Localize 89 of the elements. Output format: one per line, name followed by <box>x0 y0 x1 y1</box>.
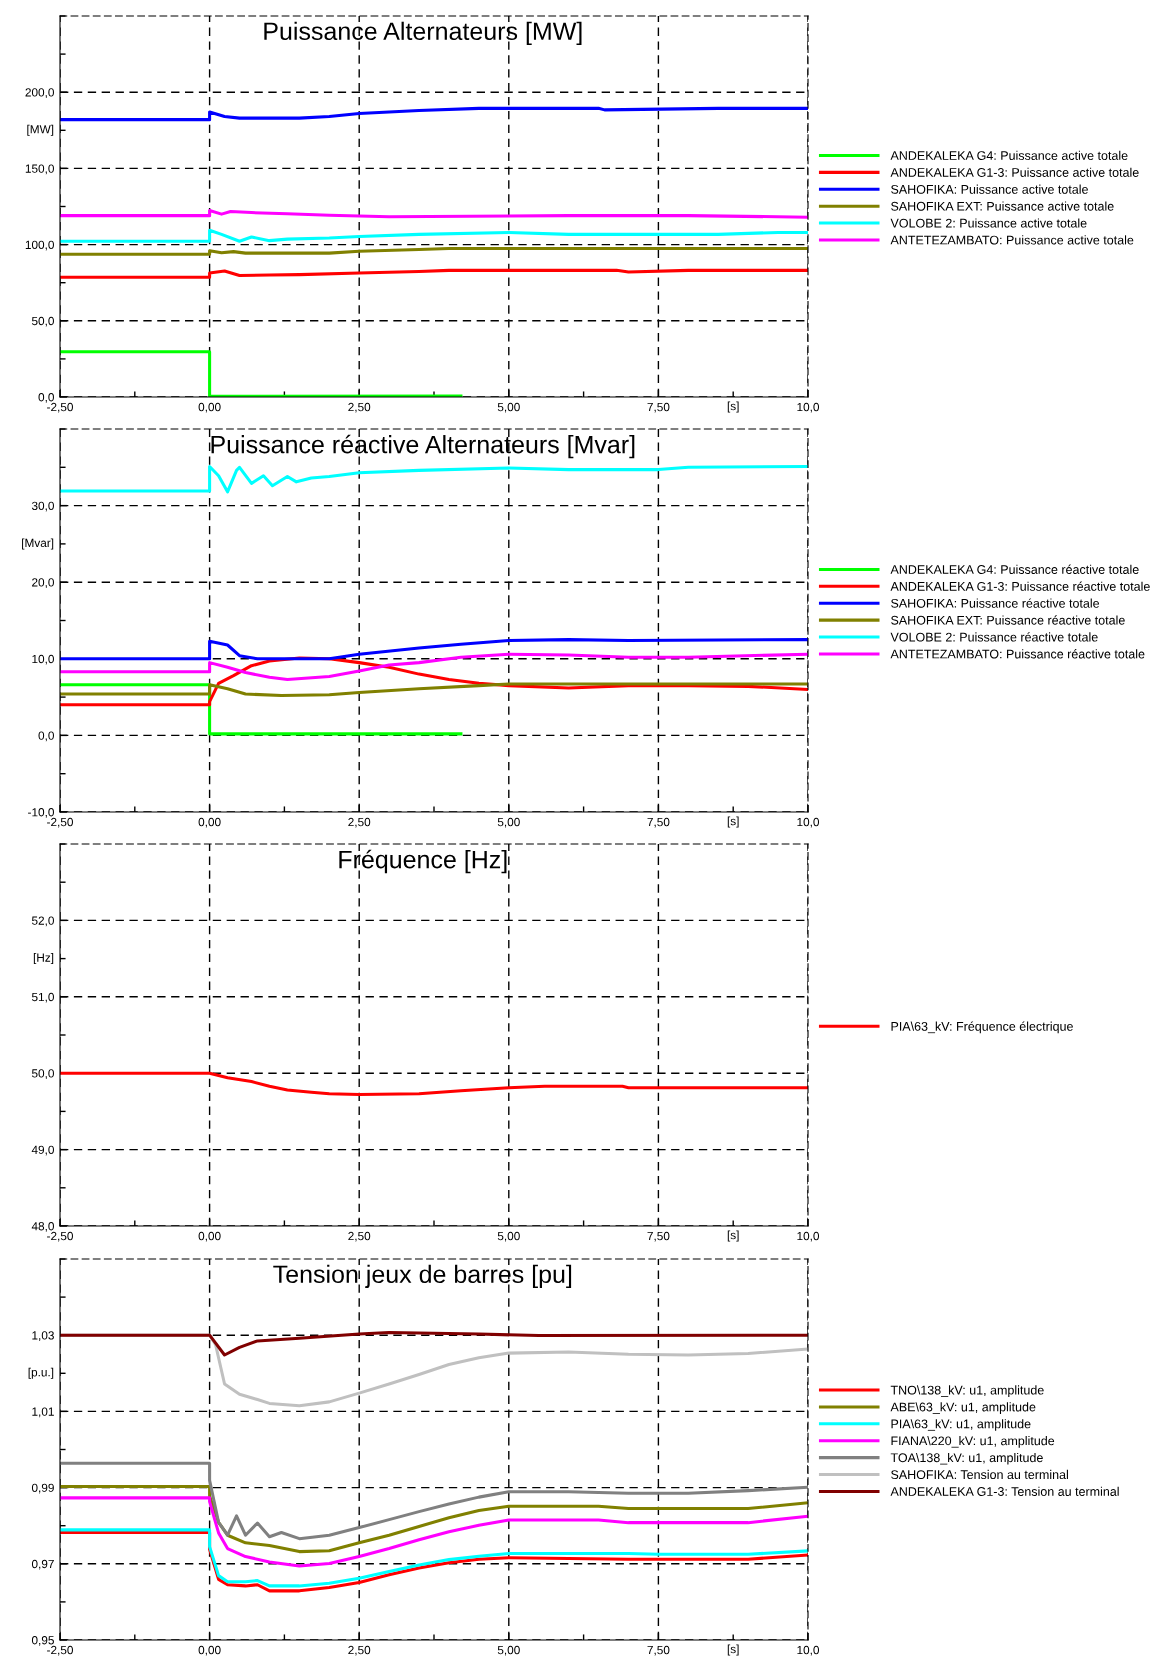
line-series <box>60 1071 808 1097</box>
x-tick-label: -2,50 <box>47 817 73 828</box>
legend-label: SAHOFIKA EXT: Puissance réactive totale <box>891 615 1125 625</box>
legend-label: SAHOFIKA EXT: Puissance active totale <box>891 201 1114 211</box>
legend-label: ANDEKALEKA G4: Puissance active totale <box>890 150 1128 160</box>
legend-label: ANDEKALEKA G4: Puissance réactive totale <box>890 564 1139 574</box>
line-series <box>60 1461 808 1541</box>
legend-label: SAHOFIKA: Puissance réactive totale <box>891 598 1100 608</box>
x-tick-label: -2,50 <box>47 1645 73 1656</box>
x-tick-label: 10,0 <box>797 402 820 413</box>
x-tick-label: 0,00 <box>198 817 221 828</box>
legend-label: TNO\138_kV: u1, amplitude <box>890 1385 1044 1397</box>
line-series <box>60 638 808 661</box>
line-series <box>60 106 808 122</box>
x-tick-label: 7,50 <box>647 1645 670 1656</box>
legend-label: PIA\63_kV: Fréquence électrique <box>891 1021 1073 1034</box>
x-tick-label: 7,50 <box>647 1231 670 1242</box>
line-series <box>60 228 808 243</box>
legend-label: ANTETEZAMBATO: Puissance active totale <box>890 235 1134 245</box>
y-axis-title: [MW] <box>27 124 54 136</box>
x-tick-label: 2,50 <box>348 817 371 828</box>
y-axis-title: [Hz] <box>33 953 54 965</box>
y-tick-label: 100,0 <box>25 240 54 251</box>
y-tick-label: 200,0 <box>25 88 54 98</box>
x-tick-label: 10,0 <box>797 1231 820 1242</box>
x-tick-label: 0,00 <box>198 1645 221 1656</box>
x-tick-label: 10,0 <box>797 817 820 828</box>
y-tick-label: 0,0 <box>38 731 54 742</box>
x-axis-title: [s] <box>727 401 739 413</box>
line-series <box>60 208 808 219</box>
x-tick-label: -2,50 <box>47 402 73 413</box>
x-tick-label: 0,00 <box>198 402 221 413</box>
y-tick-label: 1,03 <box>32 1331 54 1341</box>
x-tick-label: 0,00 <box>198 1231 221 1242</box>
legend-label: SAHOFIKA: Tension au terminal <box>891 1469 1068 1480</box>
x-tick-label: 2,50 <box>348 1231 371 1242</box>
chart-title: Tension jeux de barres [pu] <box>273 1264 572 1289</box>
chart-title: Fréquence [Hz] <box>339 849 507 874</box>
x-axis-title: [s] <box>727 1230 739 1242</box>
line-series <box>60 1331 808 1357</box>
y-tick-label: 1,01 <box>32 1407 54 1418</box>
line-series <box>60 652 808 682</box>
line-series <box>60 465 808 494</box>
legend-label: ANTETEZAMBATO: Puissance réactive totale <box>890 649 1145 659</box>
y-tick-label: 52,0 <box>31 916 54 927</box>
legend-label: PIA\63_kV: u1, amplitude <box>891 1419 1031 1431</box>
legend-label: ANDEKALEKA G1-3: Puissance active totale <box>890 167 1139 177</box>
legend-label: ANDEKALEKA G1-3: Puissance réactive totale <box>890 581 1150 591</box>
y-tick-label: 48,0 <box>31 1222 54 1232</box>
y-tick-label: 10,0 <box>32 654 54 665</box>
legend-label: TOA\138_kV: u1, amplitude <box>890 1452 1043 1465</box>
x-tick-label: 10,0 <box>797 1645 820 1656</box>
y-axis-title: [Mvar] <box>22 538 54 550</box>
y-tick-label: 49,0 <box>31 1145 54 1156</box>
y-tick-label: 50,0 <box>31 1069 54 1079</box>
y-axis-title: [p.u.] <box>28 1367 54 1379</box>
line-series <box>60 1496 808 1568</box>
legend-label: ANDEKALEKA G1-3: Tension au terminal <box>890 1486 1119 1496</box>
y-tick-label: 0,99 <box>31 1483 54 1494</box>
y-tick-label: 20,0 <box>32 578 54 588</box>
line-series <box>60 1484 808 1554</box>
y-tick-label: 50,0 <box>31 316 54 327</box>
y-tick-label: 150,0 <box>25 164 54 175</box>
legend-label: FIANA\220_kV: u1, amplitude <box>891 1436 1055 1448</box>
x-axis-title: [s] <box>727 1644 739 1656</box>
y-tick-label: 0,0 <box>38 393 54 403</box>
chart-title: Puissance réactive Alternateurs [Mvar] <box>211 434 635 459</box>
y-tick-label: 30,0 <box>31 501 54 512</box>
legend-label: SAHOFIKA: Puissance active totale <box>891 184 1088 194</box>
x-tick-label: 5,00 <box>497 402 520 413</box>
y-tick-label: 51,0 <box>31 992 54 1003</box>
chart-title: Puissance Alternateurs [MW] <box>264 21 582 46</box>
x-tick-label: 2,50 <box>348 1645 371 1656</box>
legend-label: VOLOBE 2: Puissance active totale <box>890 218 1087 228</box>
x-tick-label: -2,50 <box>47 1231 73 1242</box>
x-tick-label: 7,50 <box>647 402 670 413</box>
legend-label: ABE\63_kV: u1, amplitude <box>890 1402 1036 1414</box>
line-series <box>60 268 808 279</box>
x-tick-label: 5,00 <box>497 1231 520 1242</box>
x-tick-label: 2,50 <box>348 402 371 413</box>
x-axis-title: [s] <box>727 816 739 828</box>
x-tick-label: 5,00 <box>497 1645 520 1656</box>
line-series <box>60 682 808 698</box>
legend-label: VOLOBE 2: Puissance réactive totale <box>890 632 1098 642</box>
x-tick-label: 7,50 <box>647 817 670 828</box>
x-tick-label: 5,00 <box>497 817 520 828</box>
y-tick-label: 0,97 <box>31 1559 54 1570</box>
y-tick-label: 0,95 <box>31 1636 54 1646</box>
y-tick-label: -10,0 <box>28 808 54 818</box>
